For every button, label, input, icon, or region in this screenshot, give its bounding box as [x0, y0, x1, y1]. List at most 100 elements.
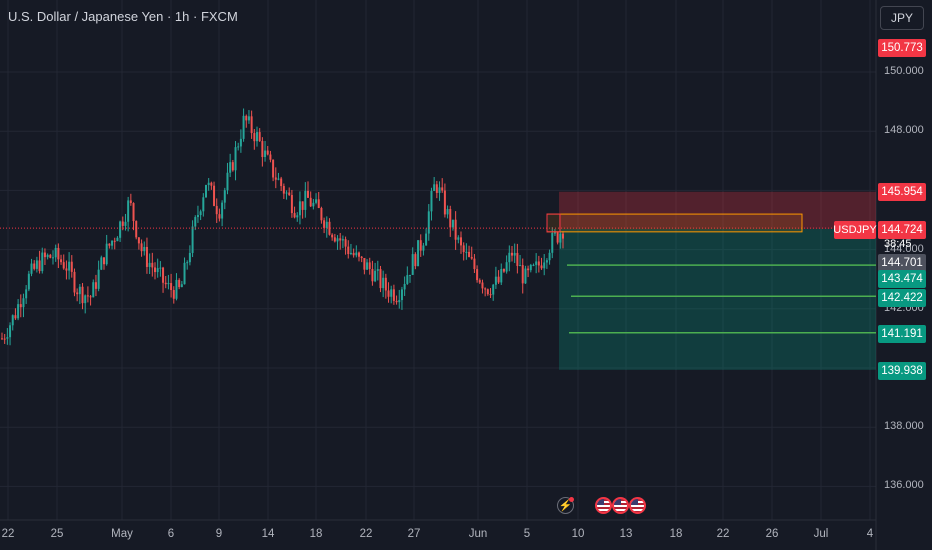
currency-button[interactable]: JPY — [880, 6, 924, 30]
candle-body — [347, 246, 350, 255]
candle-body — [132, 203, 135, 222]
candle-body — [57, 247, 60, 260]
us-flag-icon[interactable] — [595, 497, 612, 514]
candle-body — [384, 277, 387, 291]
candle-body — [392, 289, 395, 301]
candle-body — [349, 252, 352, 255]
price-axis-label: 136.000 — [884, 479, 924, 492]
candle-body — [559, 233, 562, 243]
candle-body — [223, 190, 226, 203]
candle-body — [562, 233, 564, 239]
candle-body — [105, 243, 108, 265]
candle-body — [379, 269, 382, 289]
candle-body — [363, 257, 366, 270]
price-tag-top: 150.773 — [878, 39, 926, 57]
candle-body — [202, 197, 205, 212]
candle-body — [269, 154, 272, 160]
lightning-icon[interactable]: ⚡ — [557, 497, 574, 514]
candle-body — [180, 284, 183, 288]
candle-body — [264, 150, 267, 158]
price-tag-tp2: 142.422 — [878, 289, 926, 307]
price-tag-tp3: 141.191 — [878, 325, 926, 343]
candle-body — [135, 221, 138, 238]
candle-body — [419, 240, 422, 251]
candle-body — [137, 237, 140, 244]
candle-body — [191, 226, 194, 253]
candle-body — [199, 211, 202, 216]
candle-body — [116, 237, 119, 242]
candle-body — [103, 257, 105, 265]
price-tag-entry: 144.701 — [878, 254, 926, 272]
candle-body — [438, 187, 441, 193]
candle-body — [280, 178, 283, 187]
candle-body — [237, 146, 240, 148]
candle-body — [425, 233, 428, 246]
candle-body — [553, 232, 556, 234]
candle-body — [175, 279, 178, 299]
candle-body — [403, 283, 406, 290]
candle-body — [366, 262, 369, 270]
date-axis-label: 27 — [407, 528, 421, 540]
candle-body — [172, 290, 175, 299]
candle-body — [524, 268, 527, 284]
candle-body — [529, 264, 532, 271]
candle-body — [25, 289, 28, 299]
candle-body — [78, 286, 81, 295]
candle-body — [258, 132, 261, 142]
candle-body — [516, 252, 519, 266]
us-flag-icon[interactable] — [629, 497, 646, 514]
candle-body — [62, 262, 65, 269]
candle-body — [519, 265, 522, 267]
candle-body — [331, 234, 334, 238]
candle-body — [451, 219, 454, 228]
candle-body — [218, 214, 221, 219]
candle-body — [11, 315, 14, 326]
candle-body — [304, 190, 307, 210]
date-axis-label: 18 — [309, 528, 323, 540]
candle-body — [52, 257, 54, 259]
candle-body — [242, 115, 245, 139]
candle-body — [500, 268, 503, 283]
candle-body — [285, 192, 288, 194]
date-axis-label: 14 — [261, 528, 275, 540]
candle-body — [400, 289, 403, 301]
candle-body — [532, 264, 535, 266]
candle-body — [22, 298, 25, 308]
candle-body — [336, 238, 339, 242]
candle-body — [382, 277, 385, 289]
candle-body — [14, 315, 17, 319]
candle-body — [312, 202, 315, 207]
date-axis-label: 10 — [571, 528, 585, 540]
candle-body — [156, 268, 159, 273]
candle-body — [486, 289, 489, 295]
candle-body — [27, 273, 30, 290]
candle-body — [170, 283, 173, 291]
candle-body — [46, 254, 49, 258]
candle-body — [494, 276, 497, 285]
candle-body — [272, 159, 275, 178]
bar-countdown: 38:45 — [884, 238, 912, 250]
candle-body — [41, 252, 44, 272]
candle-body — [473, 258, 476, 270]
price-axis-label: 138.000 — [884, 420, 924, 433]
candle-body — [145, 246, 148, 267]
candle-body — [247, 116, 250, 121]
candle-body — [178, 279, 181, 288]
candle-body — [167, 283, 170, 285]
candle-body — [341, 239, 344, 241]
candle-body — [65, 268, 68, 271]
candle-body — [540, 265, 543, 269]
date-axis-label: Jun — [468, 528, 488, 540]
date-axis-label: 9 — [215, 528, 223, 540]
candle-body — [84, 295, 87, 304]
price-tag-stop-loss: 145.954 — [878, 183, 926, 201]
candle-body — [513, 252, 516, 256]
us-flag-icon[interactable] — [612, 497, 629, 514]
candle-body — [298, 201, 301, 216]
candle-body — [374, 270, 377, 282]
candle-body — [124, 221, 127, 226]
price-tag-current: 144.724 — [878, 221, 926, 239]
candle-body — [60, 259, 63, 263]
